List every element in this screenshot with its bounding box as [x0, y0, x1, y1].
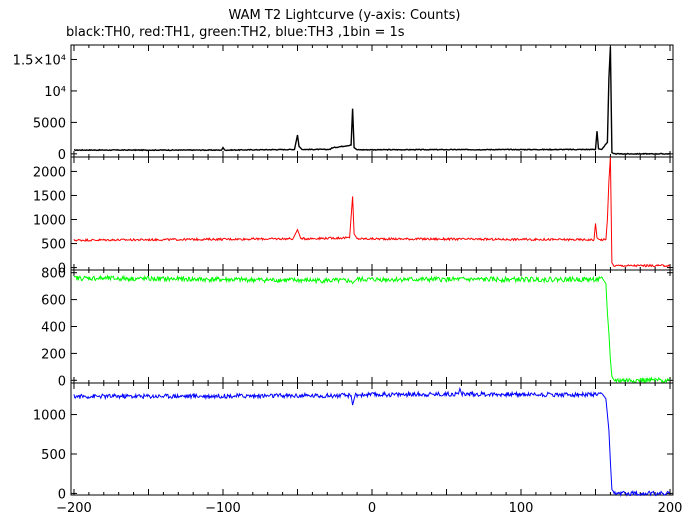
y-tick-label-th1-4: 2000: [33, 165, 66, 180]
x-tick-label-0: −200: [56, 501, 92, 515]
series-line-th2: [73, 274, 671, 384]
chart-subtitle: black:TH0, red:TH1, green:TH2, blue:TH3 …: [66, 25, 405, 40]
y-tick-label-th3-1: 500: [41, 448, 66, 463]
series-line-th3: [73, 386, 671, 498]
y-tick-label-th0-2: 10⁴: [44, 85, 66, 100]
y-tick-label-th3-2: 1000: [33, 409, 66, 424]
y-tick-label-th1-1: 500: [41, 238, 66, 253]
chart-title: WAM T2 Lightcurve (y-axis: Counts): [228, 8, 461, 23]
x-tick-label-3: 100: [509, 501, 534, 515]
y-tick-label-th1-0: 0: [58, 262, 66, 277]
y-tick-label-th2-0: 0: [58, 374, 66, 389]
panel-frame-th1: [70, 156, 674, 271]
y-tick-label-th2-1: 200: [41, 347, 66, 362]
panel-frame-th2: [70, 269, 674, 384]
x-tick-label-4: 200: [658, 501, 683, 515]
y-tick-label-th1-2: 1000: [33, 214, 66, 229]
x-tick-label-2: 0: [368, 501, 376, 515]
y-tick-label-th2-2: 400: [41, 321, 66, 336]
y-tick-label-th3-0: 0: [58, 487, 66, 502]
panel-frame-th0: [70, 44, 674, 158]
x-tick-label-1: −100: [205, 501, 241, 515]
y-tick-label-th1-3: 1500: [33, 189, 66, 204]
y-tick-label-th0-3: 1.5×10⁴: [13, 53, 66, 68]
series-line-th1: [73, 156, 670, 268]
y-tick-label-th2-3: 600: [41, 294, 66, 309]
y-tick-label-th0-1: 5000: [33, 116, 66, 131]
y-tick-label-th0-0: 0: [58, 148, 66, 163]
series-line-th0: [74, 46, 671, 156]
y-tick-label-th2-4: 800: [41, 267, 66, 282]
panel-frame-th3: [70, 382, 674, 496]
